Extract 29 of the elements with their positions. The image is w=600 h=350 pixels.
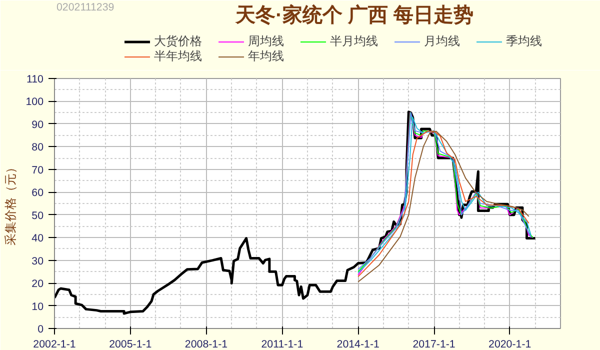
y-tick-label: 90: [32, 118, 44, 131]
y-tick-label: 50: [32, 210, 44, 222]
x-tick-label: 2017-1-1: [412, 338, 456, 350]
y-axis-title: 采集价格（元）: [4, 162, 18, 246]
y-tick-label: 10: [32, 300, 44, 313]
legend-label: 季均线: [506, 33, 542, 50]
x-tick-label: 2008-1-1: [184, 338, 228, 350]
legend-label: 大货价格: [154, 33, 202, 50]
y-tick-label: 40: [32, 232, 44, 245]
x-tick-label: 2020-1-1: [488, 338, 532, 350]
chart-title: 天冬·家统个 广西 每日走势: [234, 4, 474, 26]
legend-label: 半年均线: [154, 48, 202, 65]
y-tick-label: 80: [32, 142, 44, 154]
x-tick-label: 2002-1-1: [33, 338, 76, 350]
legend-label: 月均线: [424, 33, 460, 50]
legend-label: 年均线: [248, 48, 284, 65]
x-tick-label: 2005-1-1: [109, 338, 152, 350]
text: 0202111239: [56, 2, 114, 14]
y-tick-label: 0: [38, 324, 44, 336]
legend-label: 周均线: [248, 33, 284, 50]
y-tick-label: 110: [26, 74, 44, 86]
legend-label: 半月均线: [330, 33, 378, 50]
y-tick-label: 60: [32, 187, 44, 200]
y-tick-label: 70: [32, 164, 44, 176]
x-tick-label: 2011-1-1: [261, 338, 304, 350]
y-tick-label: 20: [32, 278, 44, 290]
y-tick-label: 30: [32, 255, 44, 268]
y-tick-label: 100: [26, 96, 44, 108]
x-tick-label: 2014-1-1: [336, 338, 380, 350]
